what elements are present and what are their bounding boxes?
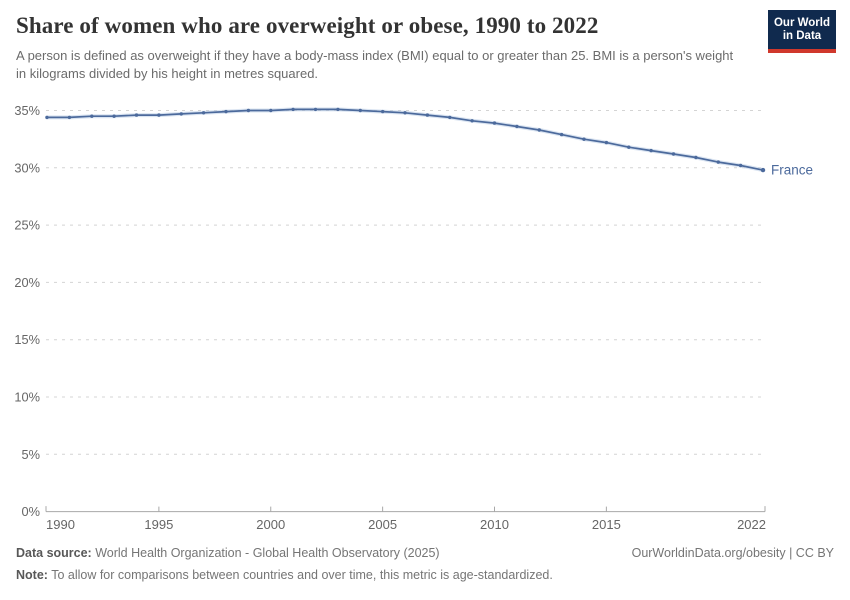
y-axis-tick-label: 15% — [14, 332, 40, 347]
data-point — [157, 113, 161, 117]
chart-title: Share of women who are overweight or obe… — [16, 13, 599, 38]
y-axis-tick-label: 0% — [22, 504, 41, 519]
chart-area: 0% 5% 10% 15% 20% 25% 30% 35% 1990 1995 2000 2005 20… — [0, 90, 850, 545]
data-point — [313, 107, 318, 112]
data-point — [67, 115, 72, 120]
data-point — [179, 112, 183, 116]
owid-link[interactable]: OurWorldinData.org/obesity | CC BY — [631, 546, 834, 560]
note-label: Note: — [16, 568, 48, 582]
data-source-label: Data source: — [16, 546, 92, 560]
owid-logo[interactable]: Our World in Data — [768, 10, 836, 53]
data-point — [291, 107, 295, 112]
chart-footer: Data source: World Health Organization -… — [16, 545, 834, 584]
x-axis-tick-label: 2010 — [480, 517, 509, 532]
y-axis-tick-label: 35% — [14, 103, 40, 118]
x-axis-tick-label: 1995 — [144, 517, 173, 532]
data-point — [246, 108, 251, 113]
data-point — [694, 155, 698, 160]
series-end-label: France — [771, 163, 813, 178]
data-point — [760, 167, 766, 173]
owid-logo-line2: in Data — [782, 30, 822, 42]
data-point — [90, 114, 94, 118]
data-point — [492, 121, 497, 125]
data-point — [716, 160, 720, 164]
data-point — [738, 163, 743, 168]
data-point — [604, 140, 609, 145]
data-point — [425, 113, 430, 117]
x-axis-tick-label: 2015 — [592, 517, 621, 532]
data-point — [134, 113, 139, 117]
data-source: Data source: World Health Organization -… — [16, 545, 440, 562]
data-point — [515, 124, 519, 129]
y-axis-tick-label: 10% — [14, 390, 40, 405]
data-point — [380, 109, 385, 114]
data-line-halo — [45, 107, 765, 173]
data-line — [47, 108, 764, 171]
data-point — [403, 111, 407, 115]
data-point — [269, 108, 273, 113]
y-axis-tick-label: 25% — [14, 218, 40, 233]
note-text: To allow for comparisons between countri… — [51, 568, 553, 582]
chart-subtitle: A person is defined as overweight if the… — [16, 48, 734, 81]
data-point — [627, 145, 631, 149]
data-source-text: World Health Organization - Global Healt… — [95, 546, 440, 560]
y-axis-tick-label: 30% — [14, 160, 40, 175]
x-axis-tick-label: 1990 — [46, 517, 75, 532]
data-point — [358, 108, 362, 113]
data-point — [582, 137, 586, 141]
x-axis-tick-label: 2005 — [368, 517, 397, 532]
chart-header: Share of women who are overweight or obe… — [16, 12, 750, 83]
data-point — [224, 109, 228, 114]
y-axis-tick-label: 20% — [14, 275, 40, 290]
data-point — [201, 111, 206, 115]
data-point — [649, 148, 653, 153]
owid-logo-line1: Our World — [773, 17, 830, 29]
data-point — [470, 119, 474, 123]
data-point — [671, 152, 676, 156]
data-point — [537, 128, 541, 132]
data-point — [448, 115, 452, 120]
y-axis-tick-label: 5% — [22, 447, 41, 462]
x-axis-tick-label: 2022 — [737, 517, 766, 532]
line-chart-svg: 0% 5% 10% 15% 20% 25% 30% 35% 1990 1995 2000 2005 20… — [14, 103, 813, 532]
data-point — [559, 132, 564, 137]
data-point — [336, 107, 340, 112]
data-point — [112, 114, 116, 118]
x-axis-tick-label: 2000 — [256, 517, 285, 532]
data-point — [45, 115, 49, 120]
